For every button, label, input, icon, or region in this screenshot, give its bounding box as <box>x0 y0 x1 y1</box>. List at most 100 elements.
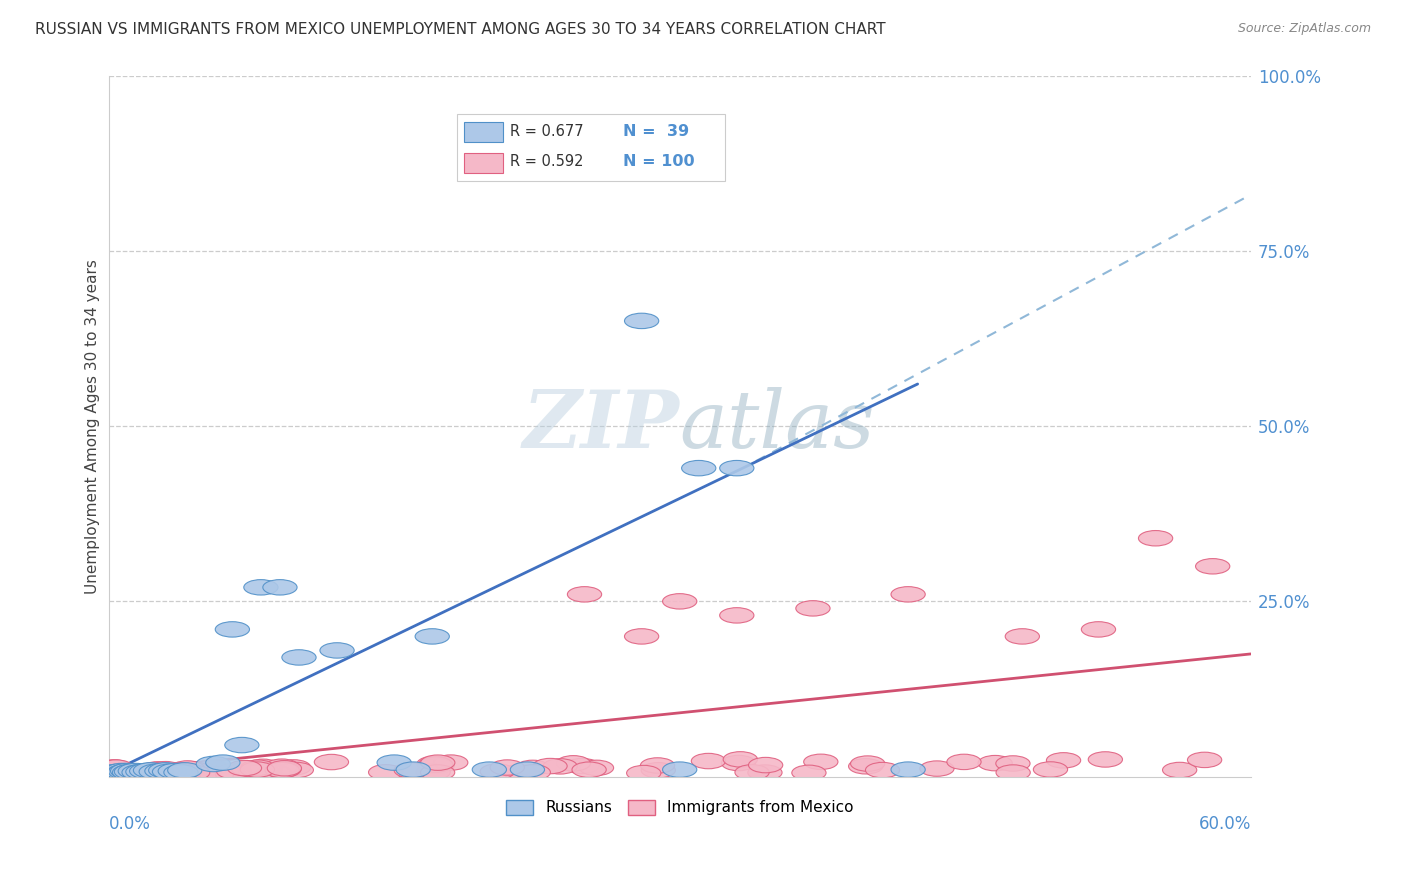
Ellipse shape <box>503 764 537 780</box>
Ellipse shape <box>543 759 578 774</box>
Text: R = 0.677: R = 0.677 <box>509 124 583 139</box>
Text: 60.0%: 60.0% <box>1198 815 1251 833</box>
Ellipse shape <box>479 764 515 780</box>
Ellipse shape <box>720 607 754 624</box>
Ellipse shape <box>240 760 276 775</box>
Text: RUSSIAN VS IMMIGRANTS FROM MEXICO UNEMPLOYMENT AMONG AGES 30 TO 34 YEARS CORRELA: RUSSIAN VS IMMIGRANTS FROM MEXICO UNEMPL… <box>35 22 886 37</box>
Ellipse shape <box>321 643 354 658</box>
Y-axis label: Unemployment Among Ages 30 to 34 years: Unemployment Among Ages 30 to 34 years <box>86 259 100 593</box>
Ellipse shape <box>682 460 716 475</box>
Ellipse shape <box>804 754 838 770</box>
Ellipse shape <box>557 756 591 771</box>
Ellipse shape <box>396 762 430 777</box>
Ellipse shape <box>98 760 134 775</box>
Ellipse shape <box>240 764 276 780</box>
Ellipse shape <box>111 764 145 779</box>
Ellipse shape <box>211 765 245 780</box>
Ellipse shape <box>215 766 250 781</box>
Ellipse shape <box>720 460 754 475</box>
Ellipse shape <box>995 764 1031 780</box>
Ellipse shape <box>1139 531 1173 546</box>
Ellipse shape <box>176 762 209 777</box>
Ellipse shape <box>246 759 280 774</box>
Ellipse shape <box>149 763 183 778</box>
Ellipse shape <box>266 763 299 778</box>
Ellipse shape <box>240 761 274 777</box>
Ellipse shape <box>167 763 202 778</box>
Ellipse shape <box>433 755 468 771</box>
Ellipse shape <box>188 764 222 779</box>
Ellipse shape <box>105 764 139 780</box>
FancyBboxPatch shape <box>457 114 725 181</box>
Text: ZIP: ZIP <box>523 387 679 465</box>
Ellipse shape <box>796 600 830 616</box>
Ellipse shape <box>1046 753 1081 768</box>
Ellipse shape <box>472 762 506 777</box>
Ellipse shape <box>165 764 198 780</box>
Ellipse shape <box>97 760 131 775</box>
Ellipse shape <box>851 756 884 772</box>
Ellipse shape <box>107 764 141 780</box>
Ellipse shape <box>568 587 602 602</box>
Ellipse shape <box>108 764 143 780</box>
Ellipse shape <box>533 758 567 773</box>
Ellipse shape <box>1081 622 1115 637</box>
Ellipse shape <box>263 580 297 595</box>
Ellipse shape <box>103 765 138 780</box>
Ellipse shape <box>419 756 453 772</box>
Ellipse shape <box>157 764 193 779</box>
Ellipse shape <box>418 756 451 772</box>
Ellipse shape <box>377 755 412 771</box>
Ellipse shape <box>115 764 150 780</box>
Ellipse shape <box>394 763 429 778</box>
Ellipse shape <box>579 760 613 775</box>
Ellipse shape <box>141 765 174 780</box>
Ellipse shape <box>420 764 454 780</box>
Ellipse shape <box>748 764 782 780</box>
Ellipse shape <box>315 755 349 770</box>
Ellipse shape <box>735 764 769 780</box>
Ellipse shape <box>641 763 675 778</box>
Ellipse shape <box>122 764 156 780</box>
Ellipse shape <box>114 764 149 780</box>
Ellipse shape <box>152 764 187 780</box>
Ellipse shape <box>101 764 135 780</box>
Ellipse shape <box>692 754 725 769</box>
Text: N = 100: N = 100 <box>623 154 695 169</box>
Ellipse shape <box>792 765 827 780</box>
Ellipse shape <box>118 764 152 779</box>
Ellipse shape <box>1088 752 1122 767</box>
Ellipse shape <box>516 760 550 775</box>
Ellipse shape <box>979 756 1012 771</box>
Text: N =  39: N = 39 <box>623 124 689 139</box>
Ellipse shape <box>105 764 139 779</box>
Ellipse shape <box>240 762 274 777</box>
Ellipse shape <box>415 629 450 644</box>
Ellipse shape <box>721 756 755 771</box>
Ellipse shape <box>866 763 900 778</box>
Ellipse shape <box>257 765 291 780</box>
Ellipse shape <box>891 587 925 602</box>
Ellipse shape <box>197 756 231 772</box>
Ellipse shape <box>205 755 240 771</box>
Ellipse shape <box>267 761 301 776</box>
FancyBboxPatch shape <box>464 122 503 142</box>
Ellipse shape <box>239 765 273 780</box>
Ellipse shape <box>103 764 138 779</box>
Ellipse shape <box>96 765 129 780</box>
Ellipse shape <box>141 762 174 777</box>
Ellipse shape <box>277 760 311 775</box>
Ellipse shape <box>200 766 233 782</box>
Ellipse shape <box>169 764 204 780</box>
Ellipse shape <box>572 762 606 778</box>
Ellipse shape <box>627 765 661 780</box>
Ellipse shape <box>152 764 186 780</box>
Ellipse shape <box>1005 629 1039 644</box>
Ellipse shape <box>849 758 883 774</box>
Ellipse shape <box>112 764 146 780</box>
Ellipse shape <box>217 764 250 779</box>
Ellipse shape <box>264 759 299 774</box>
Ellipse shape <box>891 762 925 777</box>
Ellipse shape <box>1033 762 1067 777</box>
Ellipse shape <box>946 755 981 770</box>
